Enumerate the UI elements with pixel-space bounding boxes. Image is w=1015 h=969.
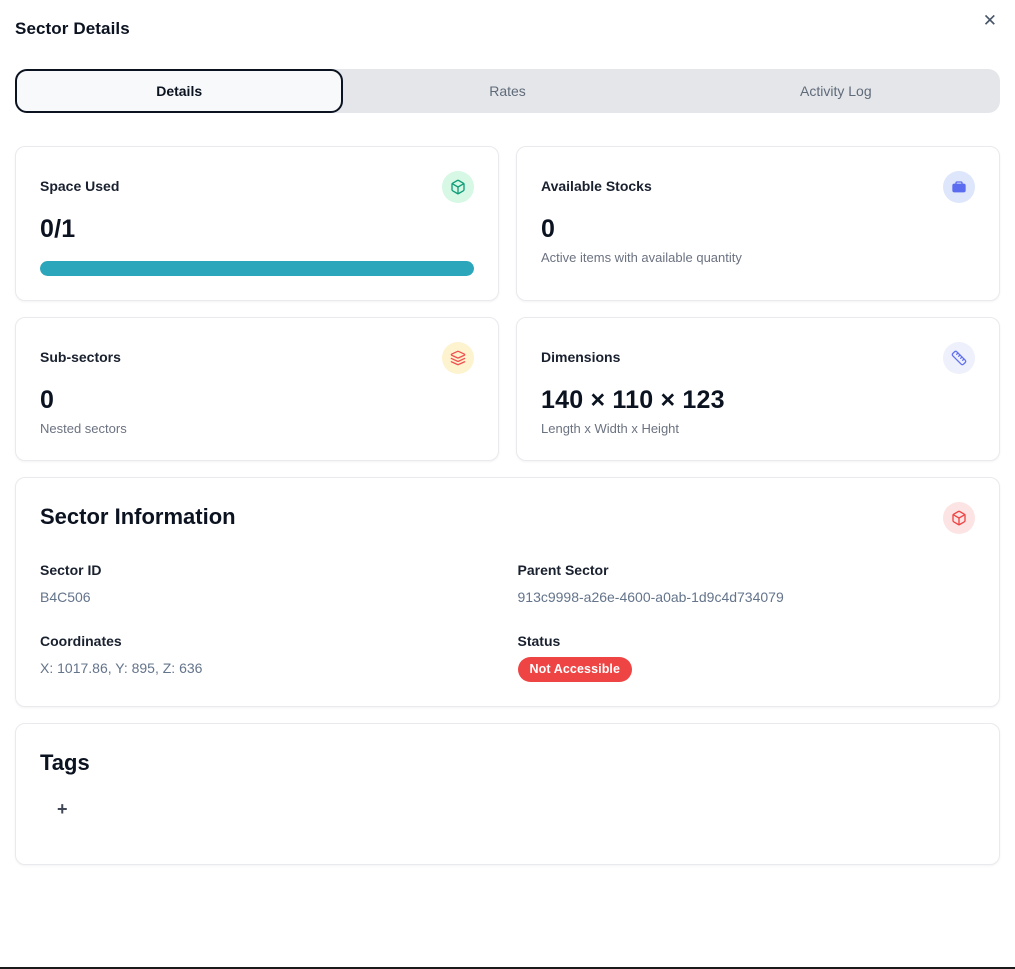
status-badge: Not Accessible <box>517 657 633 682</box>
tab-details[interactable]: Details <box>15 69 344 113</box>
available-stocks-label: Available Stocks <box>541 178 652 194</box>
sector-info-grid: Sector ID B4C506 Parent Sector 913c9998-… <box>40 562 975 682</box>
page-title: Sector Details <box>15 19 130 38</box>
sector-information-title: Sector Information <box>40 504 236 529</box>
space-used-progress-fill <box>40 261 474 276</box>
window-bottom-edge <box>0 967 1015 969</box>
sector-information-card: Sector Information Sector ID B4C506 Pare… <box>15 477 1000 707</box>
space-used-progress-track <box>40 261 474 276</box>
close-button[interactable]: ✕ <box>979 8 1001 33</box>
tab-rates[interactable]: Rates <box>343 69 671 113</box>
briefcase-icon <box>943 171 975 203</box>
parent-sector-value: 913c9998-a26e-4600-a0ab-1d9c4d734079 <box>517 589 784 605</box>
sub-sectors-card: Sub-sectors 0 Nested sectors <box>15 317 499 461</box>
tab-activity-log[interactable]: Activity Log <box>672 69 1000 113</box>
cube-icon <box>943 502 975 534</box>
parent-sector-label: Parent Sector <box>517 562 609 578</box>
sector-id-label: Sector ID <box>40 562 102 578</box>
available-stocks-subtitle: Active items with available quantity <box>541 250 742 265</box>
stat-cards-grid: Space Used 0/1 Available Stocks <box>15 146 1000 461</box>
parent-sector-field: Parent Sector 913c9998-a26e-4600-a0ab-1d… <box>518 562 976 605</box>
available-stocks-value: 0 <box>541 215 556 243</box>
ruler-icon <box>943 342 975 374</box>
tab-bar: Details Rates Activity Log <box>15 69 1000 113</box>
space-used-card: Space Used 0/1 <box>15 146 499 301</box>
sub-sectors-label: Sub-sectors <box>40 349 121 365</box>
available-stocks-card: Available Stocks 0 Active items with ava… <box>516 146 1000 301</box>
package-icon <box>442 171 474 203</box>
status-field: Status Not Accessible <box>517 633 976 682</box>
sub-sectors-subtitle: Nested sectors <box>40 421 127 436</box>
coordinates-field: Coordinates X: 1017.86, Y: 895, Z: 636 <box>40 633 498 682</box>
status-label: Status <box>517 633 561 649</box>
sector-details-modal: Sector Details ✕ Details Rates Activity … <box>15 0 1001 865</box>
close-icon: ✕ <box>982 11 997 30</box>
space-used-label: Space Used <box>40 178 120 194</box>
coordinates-label: Coordinates <box>40 633 122 649</box>
sub-sectors-value: 0 <box>40 386 55 414</box>
add-tag-button[interactable]: + <box>53 798 72 820</box>
plus-icon: + <box>57 799 68 819</box>
tags-title: Tags <box>40 750 90 775</box>
dimensions-card: Dimensions 140 × 110 × 123 Length x Widt… <box>516 317 1000 461</box>
dimensions-value: 140 × 110 × 123 <box>541 386 725 414</box>
sector-id-value: B4C506 <box>40 589 91 605</box>
tags-card: Tags + <box>15 723 1000 865</box>
layers-icon <box>442 342 474 374</box>
dimensions-subtitle: Length x Width x Height <box>541 421 680 436</box>
coordinates-value: X: 1017.86, Y: 895, Z: 636 <box>40 660 203 676</box>
dimensions-label: Dimensions <box>541 349 621 365</box>
space-used-value: 0/1 <box>40 215 76 243</box>
modal-header: Sector Details <box>15 0 1000 39</box>
sector-id-field: Sector ID B4C506 <box>40 562 498 605</box>
